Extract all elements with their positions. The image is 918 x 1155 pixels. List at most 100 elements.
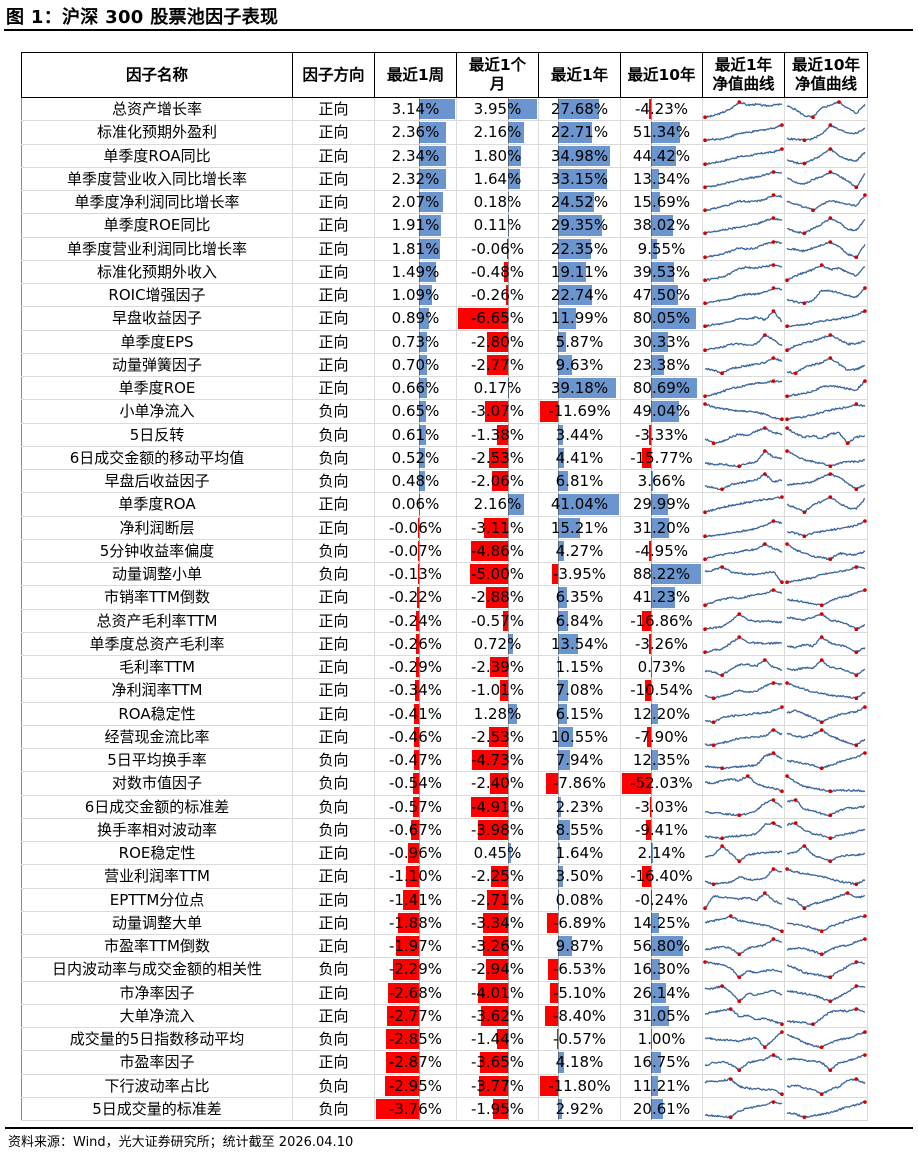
positive-data-bar — [419, 168, 446, 189]
negative-data-bar — [408, 843, 420, 864]
zero-axis-line — [557, 982, 559, 1004]
last-1-week-cell: 1.81% — [374, 236, 457, 261]
table-row: 早盘后收益因子 负向 0.48% -2.06% 6.81% — [21, 468, 868, 494]
sparkline-chart — [703, 100, 783, 120]
negative-data-bar — [649, 633, 652, 654]
data-bar-area — [540, 424, 619, 446]
zero-axis-line — [557, 214, 559, 236]
nav-curve-1y — [702, 1096, 785, 1122]
factor-name: 总资产增长率 — [21, 96, 293, 122]
last-1-week-cell: -0.34% — [374, 678, 457, 703]
negative-data-bar — [503, 610, 508, 631]
factor-direction: 正向 — [292, 1050, 375, 1075]
positive-data-bar — [507, 168, 520, 189]
zero-axis-line — [507, 238, 509, 260]
negative-data-bar — [641, 610, 652, 631]
last-1-year-cell: 19.11% — [538, 259, 621, 285]
last-10-years-return: 15.69% — [632, 193, 691, 212]
table-row: 日内波动率与成交金额的相关性 负向 -2.29% -2.94% -6.53% — [21, 957, 868, 982]
last-10-years-return: 11.21% — [632, 1076, 691, 1095]
positive-data-bar — [557, 215, 602, 236]
last-1-year-cell: 29.35% — [538, 213, 621, 238]
data-bar-area — [622, 912, 701, 934]
data-bar-area — [458, 121, 537, 143]
data-bar-area — [376, 982, 455, 1004]
last-1-month-return: 0.18% — [473, 193, 522, 212]
data-bar-area — [540, 1075, 619, 1097]
positive-data-bar — [419, 471, 425, 492]
data-bar-area — [622, 610, 701, 632]
zero-axis-line — [557, 1028, 559, 1050]
last-1-week-return: -3.76% — [388, 1099, 443, 1118]
nav-curve-1y — [702, 957, 785, 982]
data-bar-area — [458, 703, 537, 725]
last-10-years-return: 23.38% — [632, 355, 691, 374]
data-bar-area — [458, 633, 537, 655]
header-last-1-year: 最近1年 — [538, 52, 621, 98]
data-bar-area — [458, 726, 537, 748]
data-bar-area — [540, 191, 619, 213]
last-10-years-cell: 49.04% — [620, 399, 703, 424]
data-bar-area — [458, 400, 537, 422]
factor-name: 单季度EPS — [21, 329, 293, 354]
sparkline-chart — [786, 216, 866, 236]
zero-axis-line — [419, 447, 421, 469]
last-10-years-return: 16.30% — [632, 960, 691, 979]
factor-name: 成交量的5日指数移动平均 — [21, 1026, 293, 1052]
factor-name: 净利润断层 — [21, 515, 293, 540]
sparkline-chart — [786, 751, 867, 771]
zero-axis-line — [651, 982, 653, 1004]
sparkline-chart — [785, 448, 866, 468]
data-bar-area — [376, 145, 455, 167]
last-1-week-return: -0.07% — [388, 541, 443, 560]
zero-axis-line — [557, 935, 559, 957]
last-1-year-cell: 24.52% — [538, 189, 621, 215]
factor-direction: 负向 — [292, 794, 375, 819]
sparkline-chart — [786, 797, 866, 817]
positive-data-bar — [419, 331, 428, 352]
data-bar-area — [540, 1098, 619, 1120]
sparkline-chart — [703, 611, 783, 631]
factor-direction: 正向 — [292, 282, 375, 308]
last-10-years-return: -16.40% — [630, 867, 693, 886]
zero-axis-line — [419, 982, 421, 1004]
data-bar-area — [458, 1098, 537, 1120]
zero-axis-line — [419, 912, 421, 934]
sparkline-chart — [786, 286, 867, 306]
last-1-year-return: 6.84% — [555, 611, 604, 630]
data-bar-area — [622, 214, 701, 236]
zero-axis-line — [651, 586, 653, 608]
zero-axis-line — [419, 726, 421, 748]
last-1-month-return: -2.06% — [470, 472, 525, 491]
factor-direction: 正向 — [292, 189, 375, 215]
negative-data-bar — [415, 657, 420, 678]
last-1-year-return: 11.99% — [550, 309, 609, 328]
last-1-month-cell: -2.88% — [456, 585, 539, 610]
positive-data-bar — [507, 703, 518, 724]
factor-direction: 正向 — [292, 1003, 375, 1029]
negative-data-bar — [479, 1075, 508, 1096]
factor-direction: 正向 — [292, 515, 375, 540]
table-header: 因子名称 因子方向 最近1周 最近1个 月 最近1年 最近10年 最近1年 净值… — [21, 52, 868, 98]
last-1-year-return: 19.11% — [550, 262, 609, 281]
last-1-week-return: -0.96% — [388, 844, 443, 863]
last-1-year-return: 2.92% — [555, 1099, 604, 1118]
last-10-years-return: 12.20% — [632, 704, 691, 723]
zero-axis-line — [419, 331, 421, 353]
last-10-years-cell: 20.61% — [620, 1096, 703, 1122]
zero-axis-line — [557, 1098, 559, 1120]
sparkline-chart — [785, 681, 866, 701]
zero-axis-line — [557, 424, 559, 446]
nav-curve-1y — [702, 817, 785, 843]
zero-axis-line — [557, 493, 559, 515]
data-bar-area — [540, 796, 619, 818]
last-1-month-cell: -4.91% — [456, 794, 539, 819]
last-1-week-cell: 1.09% — [374, 282, 457, 308]
zero-axis-line — [507, 889, 509, 911]
zero-axis-line — [419, 749, 421, 771]
data-bar-area — [540, 726, 619, 748]
sparkline-chart — [787, 169, 866, 189]
zero-axis-line — [651, 889, 653, 911]
last-1-month-cell: -3.98% — [456, 817, 539, 843]
last-10-years-cell: 26.14% — [620, 980, 703, 1005]
